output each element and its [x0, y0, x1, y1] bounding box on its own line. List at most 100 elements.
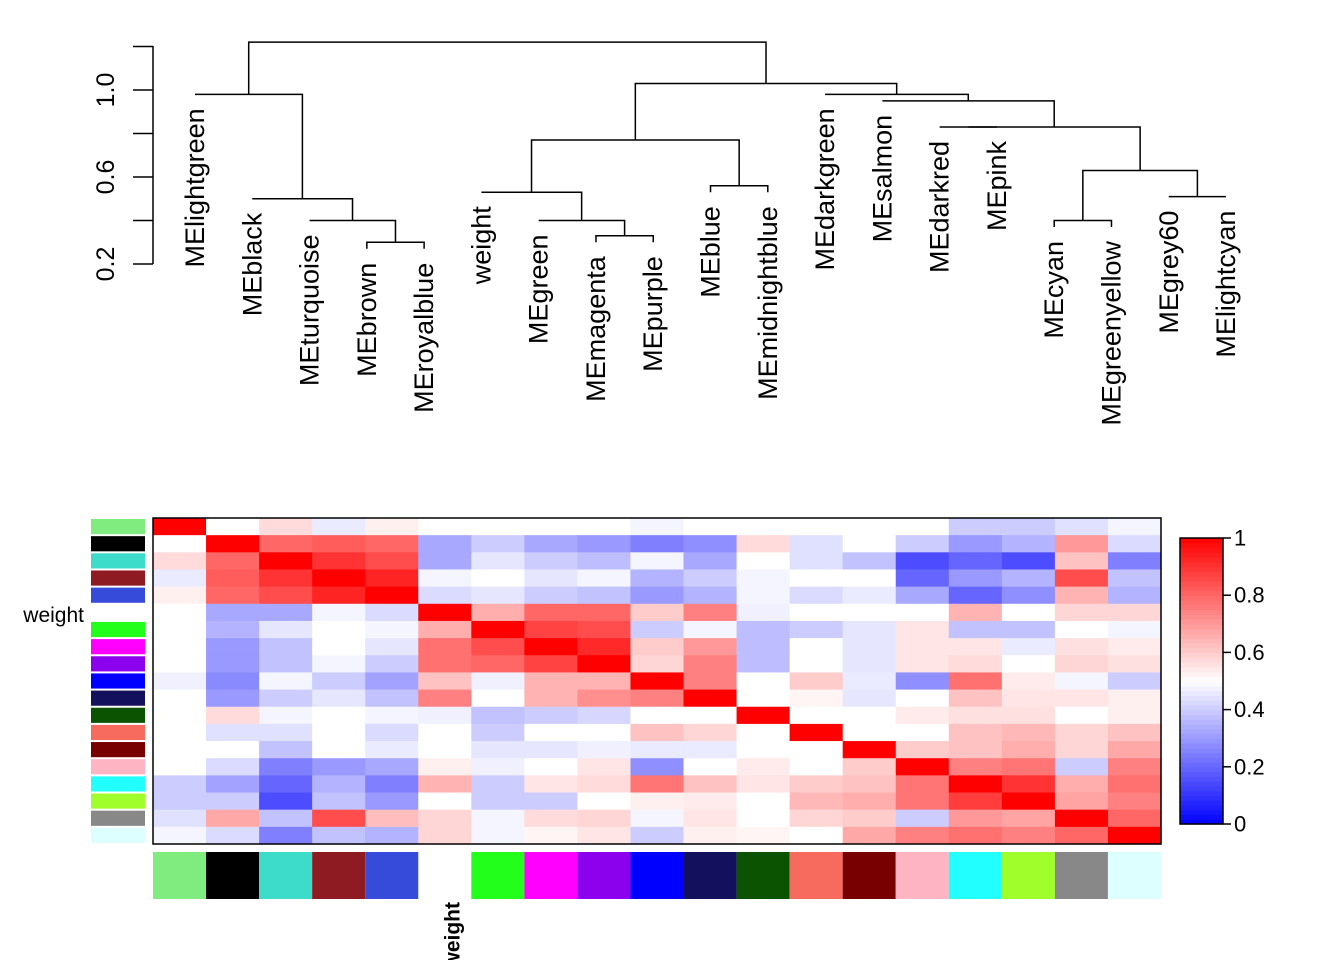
- heatmap-row-color-bar: [91, 570, 145, 586]
- heatmap-cell: [206, 826, 260, 845]
- colorbar-segment: [1180, 657, 1223, 663]
- heatmap-cell: [471, 535, 525, 553]
- dendrogram-leaf-label: MEgreenyellow: [1096, 241, 1126, 426]
- heatmap-cell: [1054, 603, 1109, 622]
- heatmap-cell: [1107, 809, 1162, 828]
- heatmap-cell: [312, 775, 366, 794]
- heatmap-cell: [206, 518, 260, 536]
- heatmap-cell: [418, 792, 472, 811]
- heatmap-cell: [736, 741, 791, 759]
- heatmap-cell: [948, 655, 1003, 674]
- heatmap-cell: [577, 569, 632, 588]
- dendrogram-tick-label: 0.2: [92, 247, 120, 282]
- colorbar-segment: [1180, 771, 1223, 777]
- heatmap-cell: [471, 689, 525, 708]
- heatmap-cell: [577, 655, 632, 674]
- colorbar-segment: [1180, 695, 1223, 701]
- heatmap-row-color-bar: [91, 759, 145, 775]
- colorbar-tick-label: 0.6: [1234, 640, 1265, 665]
- heatmap-cell: [736, 603, 791, 622]
- colorbar-tick-label: 0.4: [1234, 697, 1265, 722]
- heatmap-cell: [524, 569, 579, 588]
- heatmap-cell: [206, 603, 260, 622]
- heatmap-cell: [630, 518, 685, 536]
- colorbar-segment: [1180, 628, 1223, 634]
- heatmap-cell: [471, 706, 525, 725]
- heatmap-cell: [471, 586, 525, 605]
- heatmap-cell: [842, 586, 897, 605]
- heatmap-cell: [630, 689, 685, 708]
- colorbar-segment: [1180, 733, 1223, 739]
- heatmap-cell: [842, 535, 897, 553]
- colorbar-segment: [1180, 762, 1223, 768]
- heatmap-cell: [418, 741, 472, 759]
- colorbar-segment: [1180, 723, 1223, 730]
- heatmap-column-color-bar: [948, 852, 1002, 899]
- colorbar-segment: [1180, 752, 1223, 758]
- heatmap-cell: [736, 620, 791, 639]
- heatmap-cell: [630, 535, 685, 553]
- heatmap-cell: [524, 741, 579, 759]
- heatmap-cell: [312, 706, 366, 725]
- heatmap-cell: [895, 809, 950, 828]
- heatmap-cell: [1001, 552, 1056, 571]
- heatmap-cell: [1107, 689, 1162, 708]
- heatmap-cell: [524, 758, 579, 776]
- dendrogram-leaf-label: MEdarkred: [925, 141, 955, 273]
- heatmap-cell: [577, 826, 632, 845]
- heatmap-cell: [683, 535, 738, 553]
- heatmap-cell: [1107, 655, 1162, 674]
- colorbar-segment: [1180, 700, 1223, 706]
- heatmap-cell: [1054, 689, 1109, 708]
- colorbar: 0 0.2 0.4 0.6 0.8 1: [1179, 526, 1265, 837]
- colorbar-segment: [1180, 800, 1223, 806]
- heatmap-cell: [206, 741, 260, 759]
- heatmap-cell: [630, 655, 685, 674]
- heatmap-row-color-bar: [91, 810, 145, 826]
- heatmap-cell: [312, 552, 366, 571]
- colorbar-segment: [1180, 776, 1223, 782]
- heatmap-cell: [153, 758, 207, 776]
- heatmap-cell: [1054, 723, 1109, 742]
- heatmap-cell: [1001, 518, 1056, 536]
- heatmap-cell: [312, 569, 366, 588]
- dendrogram-branch: [247, 41, 767, 95]
- heatmap-cell: [683, 741, 738, 759]
- heatmap-column-color-bar: [736, 852, 790, 899]
- heatmap-cell: [789, 518, 844, 536]
- colorbar-segment: [1180, 704, 1223, 711]
- heatmap-cell: [365, 518, 419, 536]
- heatmap-cell: [524, 586, 579, 605]
- heatmap-cell: [842, 689, 897, 708]
- heatmap-cell: [1054, 741, 1109, 759]
- heatmap-cell: [789, 723, 844, 742]
- heatmap-cell: [365, 672, 419, 691]
- heatmap-cell: [524, 638, 579, 656]
- heatmap-cell: [206, 706, 260, 725]
- heatmap-cell: [1001, 792, 1056, 811]
- heatmap-cell: [683, 809, 738, 828]
- heatmap-cell: [471, 569, 525, 588]
- heatmap-cell: [683, 826, 738, 845]
- heatmap-row-color-bar: [91, 536, 145, 552]
- heatmap-column-color-bar: [524, 852, 578, 899]
- heatmap-cell: [259, 552, 313, 571]
- heatmap-cell: [683, 603, 738, 622]
- heatmap-cell: [789, 535, 844, 553]
- heatmap-cell: [789, 775, 844, 794]
- colorbar-segment: [1180, 585, 1223, 592]
- heatmap-cell: [789, 638, 844, 656]
- heatmap-cell: [1107, 552, 1162, 571]
- colorbar-segment: [1180, 690, 1223, 696]
- heatmap-cell: [312, 586, 366, 605]
- heatmap-cell: [471, 792, 525, 811]
- heatmap-cell: [842, 826, 897, 845]
- dendrogram-branch: [252, 198, 354, 221]
- heatmap-cell: [577, 706, 632, 725]
- heatmap-cell: [789, 689, 844, 708]
- colorbar-segment: [1180, 742, 1223, 749]
- heatmap-cell: [312, 741, 366, 759]
- heatmap-column-color-bars: [153, 852, 1161, 899]
- heatmap-cell: [842, 723, 897, 742]
